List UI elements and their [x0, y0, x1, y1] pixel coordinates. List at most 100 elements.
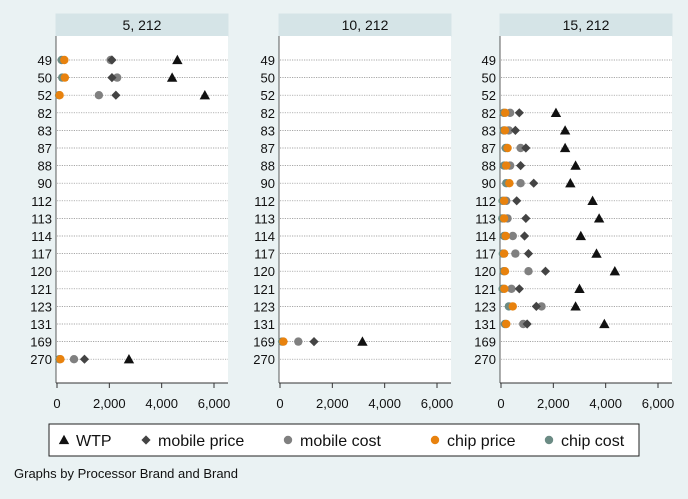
data-point-mobile-cost	[511, 249, 520, 258]
x-tick-label: 6,000	[198, 396, 231, 411]
data-point-mobile-price	[514, 284, 524, 294]
category-label: 87	[482, 141, 496, 156]
data-point-chip-price	[508, 302, 517, 311]
category-label: 50	[482, 71, 496, 86]
legend-marker-chip-price	[430, 435, 440, 445]
category-label: 120	[30, 264, 52, 279]
category-label: 121	[474, 282, 496, 297]
data-point-wtp	[559, 125, 571, 135]
data-point-mobile-cost	[537, 302, 546, 311]
data-point-wtp	[599, 318, 610, 329]
x-tick-label: 0	[497, 396, 504, 411]
data-point-wtp	[550, 107, 562, 117]
category-label: 50	[38, 71, 52, 86]
category-label: 90	[261, 176, 275, 191]
category-label: 169	[30, 335, 52, 350]
data-point-chip-price	[499, 249, 509, 258]
footnote: Graphs by Processor Brand and Brand	[14, 466, 238, 481]
data-point-mobile-price	[521, 143, 531, 153]
category-label: 112	[31, 194, 52, 209]
data-point-chip-price	[499, 214, 509, 223]
category-label: 50	[261, 71, 275, 86]
panel-title: 5, 212	[123, 17, 162, 33]
category-label: 270	[253, 352, 275, 367]
data-point-mobile-price	[79, 354, 90, 364]
category-label: 90	[482, 176, 496, 191]
category-label: 49	[38, 53, 52, 68]
legend-box	[48, 423, 640, 457]
data-point-mobile-cost	[516, 179, 525, 188]
data-point-mobile-price	[540, 266, 551, 276]
legend-marker-wtp	[58, 434, 70, 445]
category-label: 82	[38, 106, 52, 121]
panel-title: 10, 212	[342, 17, 389, 33]
data-point-chip-price	[279, 337, 288, 346]
category-label: 83	[38, 123, 52, 138]
data-point-chip-price	[503, 143, 512, 153]
data-point-mobile-price	[514, 108, 524, 118]
data-point-mobile-cost	[507, 284, 516, 293]
data-point-mobile-price	[519, 231, 530, 241]
data-point-wtp	[574, 283, 585, 293]
data-point-wtp	[199, 90, 211, 100]
legend-label: mobile cost	[300, 433, 381, 450]
category-label: 270	[474, 352, 496, 367]
data-point-wtp	[587, 195, 598, 205]
category-label: 83	[261, 123, 275, 138]
x-tick-label: 6,000	[642, 396, 675, 411]
data-point-mobile-cost	[94, 91, 104, 100]
data-point-chip-price	[502, 319, 511, 329]
data-point-mobile-price	[309, 337, 319, 347]
category-label: 117	[475, 247, 496, 262]
data-point-mobile-price	[531, 301, 541, 311]
category-label: 88	[38, 159, 52, 174]
category-label: 169	[253, 335, 275, 350]
data-point-mobile-price	[107, 73, 117, 83]
data-point-mobile-cost	[508, 231, 517, 241]
data-point-chip-price	[55, 91, 64, 100]
category-label: 121	[30, 282, 52, 297]
category-label: 90	[38, 176, 52, 191]
category-label: 49	[261, 53, 275, 68]
data-point-chip-price	[499, 196, 509, 205]
category-label: 114	[31, 229, 52, 244]
data-point-chip-price	[505, 179, 514, 188]
category-label: 123	[474, 299, 496, 314]
data-point-wtp	[591, 248, 602, 258]
data-point-chip-price	[56, 355, 65, 364]
category-label: 52	[261, 88, 275, 103]
data-point-mobile-cost	[524, 267, 533, 276]
category-label: 120	[474, 264, 496, 279]
panel-title: 15, 212	[563, 17, 610, 33]
data-point-chip-price	[500, 108, 510, 118]
data-point-chip-price	[500, 126, 510, 135]
category-label: 117	[31, 247, 52, 262]
data-point-wtp	[123, 354, 135, 364]
legend-label: chip price	[447, 433, 516, 450]
x-tick-label: 2,000	[537, 396, 570, 411]
data-point-wtp	[570, 160, 581, 170]
data-point-chip-price	[502, 161, 511, 170]
data-point-wtp	[357, 336, 368, 346]
data-point-mobile-price	[529, 178, 539, 188]
data-point-mobile-cost	[112, 73, 122, 82]
category-label: 114	[475, 229, 496, 244]
category-label: 131	[474, 317, 496, 332]
category-label: 121	[253, 282, 275, 297]
data-point-chip-price	[60, 55, 69, 65]
category-label: 52	[482, 88, 496, 103]
data-point-wtp	[609, 266, 621, 276]
category-label: 113	[475, 211, 496, 226]
category-label: 117	[254, 247, 275, 262]
category-label: 88	[261, 159, 275, 174]
legend-label: mobile price	[158, 433, 244, 450]
data-point-mobile-price	[521, 213, 531, 223]
category-label: 120	[253, 264, 275, 279]
x-tick-label: 0	[276, 396, 283, 411]
data-point-wtp	[593, 213, 605, 223]
plot-area	[56, 36, 228, 383]
category-label: 169	[474, 335, 496, 350]
category-label: 114	[254, 229, 275, 244]
legend-marker-chip-cost	[544, 435, 554, 445]
